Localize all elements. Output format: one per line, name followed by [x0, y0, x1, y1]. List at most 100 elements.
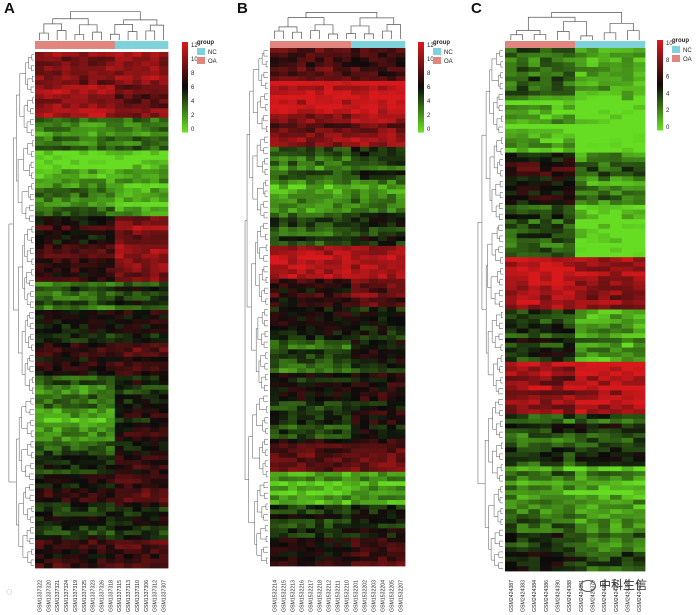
- heatmap-cell: [598, 509, 611, 515]
- heatmap-cell: [270, 485, 280, 492]
- heatmap-cell: [516, 523, 529, 529]
- heatmap-cell: [97, 136, 107, 142]
- group-annotation-cell: [61, 41, 71, 49]
- heatmap-cell: [633, 475, 646, 482]
- heatmap-cell: [159, 127, 169, 133]
- heatmap-cell: [369, 151, 379, 157]
- heatmap-cell: [105, 431, 116, 438]
- heatmap-cell: [598, 100, 611, 106]
- heatmap-cell: [610, 285, 623, 291]
- heatmap-cell: [528, 233, 541, 239]
- group-annotation-cell: [369, 41, 379, 48]
- heatmap-cell: [43, 370, 54, 377]
- heatmap-cell: [360, 457, 370, 463]
- heatmap-cell: [505, 409, 518, 415]
- heatmap-cell: [123, 549, 133, 555]
- heatmap-cell: [279, 339, 289, 346]
- heatmap-cell: [105, 61, 116, 67]
- heatmap-cell: [333, 533, 343, 539]
- dendrogram-branch: [17, 159, 24, 203]
- heatmap-cell: [360, 518, 370, 525]
- heatmap-cell: [114, 117, 125, 123]
- heatmap-cell: [360, 226, 370, 233]
- heatmap-cell: [351, 405, 361, 411]
- heatmap-cell: [516, 200, 529, 206]
- heatmap-cell: [150, 474, 160, 480]
- heatmap-cell: [159, 460, 169, 466]
- heatmap-cell: [159, 122, 169, 128]
- heatmap-cell: [159, 422, 169, 428]
- heatmap-cell: [333, 175, 343, 181]
- heatmap-cell: [105, 352, 116, 358]
- heatmap-cell: [528, 333, 541, 339]
- heatmap-cell: [132, 441, 142, 447]
- heatmap-cell: [61, 277, 71, 283]
- heatmap-cell: [114, 352, 125, 358]
- heatmap-cell: [528, 185, 541, 192]
- heatmap-cell: [315, 274, 325, 280]
- heatmap-cell: [88, 394, 98, 400]
- heatmap-cell: [306, 179, 316, 185]
- heatmap-cell: [88, 352, 98, 358]
- dendrogram-branch: [29, 355, 34, 362]
- heatmap-cell: [88, 267, 98, 273]
- heatmap-cell: [378, 274, 388, 280]
- heatmap-cell: [52, 234, 62, 241]
- heatmap-cell: [551, 547, 564, 553]
- heatmap-cell: [79, 103, 89, 109]
- heatmap-cell: [528, 90, 541, 96]
- heatmap-cell: [333, 48, 343, 54]
- heatmap-cell: [35, 427, 45, 433]
- heatmap-cell: [396, 48, 406, 54]
- heatmap-cell: [315, 198, 325, 204]
- heatmap-cell: [315, 354, 325, 360]
- heatmap-cell: [351, 354, 361, 360]
- heatmap-cell: [132, 413, 142, 419]
- heatmap-cell: [150, 202, 160, 208]
- heatmap-cell: [141, 474, 151, 480]
- heatmap-cell: [586, 62, 599, 68]
- heatmap-cell: [516, 475, 529, 482]
- heatmap-cell: [598, 299, 611, 306]
- heatmap-cell: [114, 267, 125, 273]
- heatmap-cell: [378, 410, 388, 416]
- heatmap-cell: [279, 146, 289, 152]
- heatmap-cell: [516, 537, 529, 543]
- heatmap-cell: [586, 314, 599, 320]
- heatmap-cell: [97, 295, 107, 302]
- heatmap-cell: [297, 278, 307, 284]
- heatmap-cell: [633, 542, 646, 548]
- heatmap-cell: [288, 434, 298, 440]
- heatmap-cell: [279, 462, 289, 468]
- heatmap-cell: [159, 202, 169, 208]
- heatmap-cell: [324, 396, 334, 402]
- heatmap-cell: [105, 244, 116, 250]
- heatmap-cell: [586, 456, 599, 463]
- heatmap-cell: [505, 352, 518, 358]
- heatmap-cell: [270, 274, 280, 280]
- heatmap-cell: [141, 558, 151, 564]
- heatmap-cell: [123, 333, 133, 339]
- heatmap-cell: [540, 166, 553, 173]
- heatmap-cell: [61, 464, 71, 470]
- heatmap-cell: [52, 403, 62, 409]
- heatmap-cell: [396, 467, 406, 473]
- heatmap-cell: [97, 558, 107, 564]
- heatmap-cell: [360, 217, 370, 223]
- heatmap-cell: [598, 528, 611, 534]
- heatmap-cell: [351, 95, 361, 101]
- heatmap-cell: [342, 509, 352, 515]
- heatmap-cell: [586, 280, 599, 287]
- heatmap-cell: [324, 76, 334, 82]
- heatmap-cell: [88, 80, 98, 86]
- heatmap-cell: [132, 492, 142, 499]
- heatmap-cell: [610, 143, 623, 149]
- heatmap-cell: [132, 483, 142, 489]
- heatmap-cell: [279, 156, 289, 162]
- heatmap-cell: [387, 504, 397, 510]
- heatmap-cell: [132, 394, 142, 400]
- sample-labels: GSM1532214 GSM1532215 GSM1532213 GSM1532216…: [273, 580, 405, 612]
- heatmap-cell: [516, 48, 529, 54]
- heatmap-cell: [387, 547, 397, 553]
- heatmap-cell: [270, 382, 280, 388]
